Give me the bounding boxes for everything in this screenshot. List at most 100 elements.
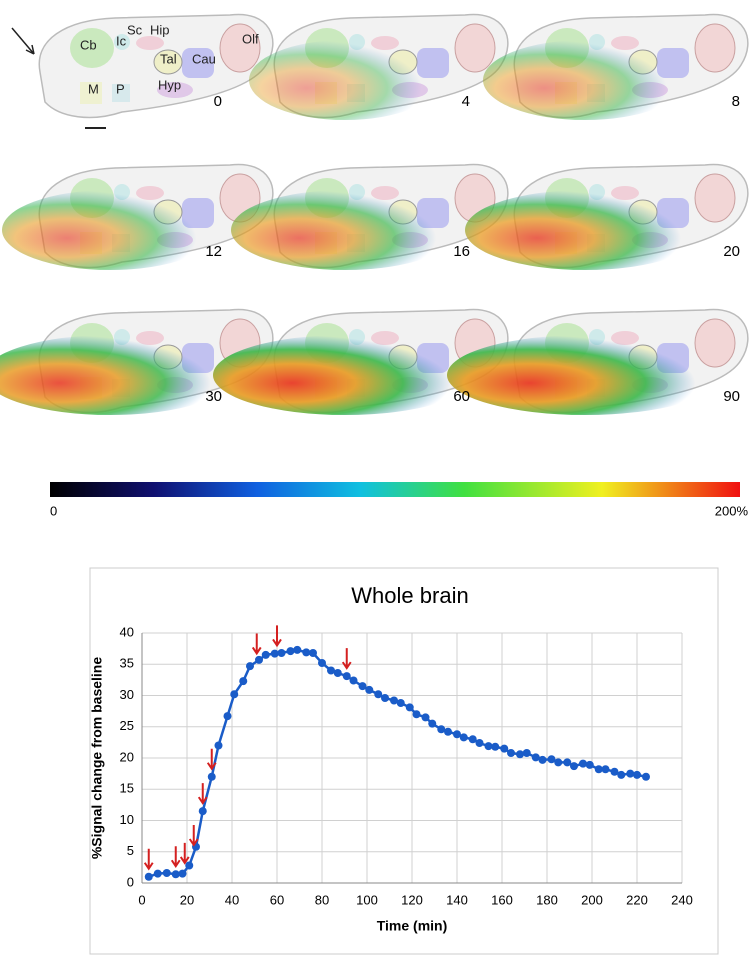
- activity-overlay: [249, 40, 441, 120]
- data-point: [617, 771, 625, 779]
- data-point: [579, 760, 587, 768]
- data-point: [255, 656, 263, 664]
- data-point: [365, 686, 373, 694]
- data-point: [491, 743, 499, 751]
- time-label: 0: [214, 93, 222, 110]
- data-point: [422, 713, 430, 721]
- x-tick-label: 100: [356, 892, 378, 907]
- data-point: [145, 873, 153, 881]
- data-point: [570, 762, 578, 770]
- y-tick-label: 5: [127, 843, 134, 858]
- data-point: [444, 728, 452, 736]
- data-point: [406, 703, 414, 711]
- data-point: [374, 690, 382, 698]
- time-label: 60: [453, 388, 470, 405]
- region-label: Cb: [80, 37, 97, 52]
- data-point: [602, 765, 610, 773]
- data-point: [343, 672, 351, 680]
- data-point: [318, 659, 326, 667]
- pointer-arrow: [12, 28, 34, 54]
- data-point: [397, 699, 405, 707]
- region-label: Sc: [127, 22, 143, 37]
- region-label: P: [116, 81, 125, 96]
- data-point: [428, 720, 436, 728]
- colorbar: [50, 482, 740, 497]
- x-tick-label: 220: [626, 892, 648, 907]
- data-point: [215, 742, 223, 750]
- data-point: [359, 682, 367, 690]
- x-tick-label: 20: [180, 892, 194, 907]
- activity-overlay: [447, 335, 723, 415]
- y-tick-label: 30: [120, 687, 134, 702]
- activity-overlay: [213, 335, 477, 415]
- data-point: [626, 770, 634, 778]
- x-axis-label: Time (min): [377, 918, 448, 934]
- activity-overlay: [231, 190, 459, 270]
- data-point: [633, 771, 641, 779]
- region-label: Ic: [116, 33, 127, 48]
- brain-panels: [0, 14, 748, 415]
- activity-overlay: [2, 190, 218, 270]
- data-point: [500, 745, 508, 753]
- data-point: [334, 669, 342, 677]
- data-point: [642, 773, 650, 781]
- x-tick-label: 120: [401, 892, 423, 907]
- time-label: 16: [453, 243, 470, 260]
- data-point: [460, 733, 468, 741]
- data-point: [586, 761, 594, 769]
- region-label: Cau: [192, 51, 216, 66]
- time-label: 8: [732, 93, 740, 110]
- brain-panel: [465, 164, 748, 270]
- y-tick-label: 25: [120, 718, 134, 733]
- y-tick-label: 35: [120, 656, 134, 671]
- data-point: [154, 870, 162, 878]
- data-point: [287, 647, 295, 655]
- data-point: [539, 756, 547, 764]
- data-point: [163, 869, 171, 877]
- data-point: [278, 649, 286, 657]
- data-point: [179, 870, 187, 878]
- brain-panel: [2, 164, 273, 270]
- data-point: [554, 758, 562, 766]
- x-tick-label: 60: [270, 892, 284, 907]
- x-tick-label: 0: [138, 892, 145, 907]
- data-point: [469, 735, 477, 743]
- data-point: [350, 677, 358, 685]
- y-tick-label: 10: [120, 812, 134, 827]
- colorbar-max-label: 200%: [715, 503, 749, 518]
- data-point: [230, 690, 238, 698]
- data-point: [262, 651, 270, 659]
- brain-panel: [483, 14, 748, 120]
- colorbar-min-label: 0: [50, 503, 57, 518]
- data-point: [185, 862, 193, 870]
- x-tick-label: 140: [446, 892, 468, 907]
- data-point: [293, 646, 301, 654]
- time-label: 30: [205, 388, 222, 405]
- time-label: 90: [723, 388, 740, 405]
- data-point: [516, 750, 524, 758]
- data-point: [224, 712, 232, 720]
- data-point: [309, 649, 317, 657]
- x-tick-label: 80: [315, 892, 329, 907]
- figure: Cb Ic Sc Hip Olf Tal Cau M P Hyp 0 200% …: [0, 0, 751, 956]
- y-tick-label: 40: [120, 624, 134, 639]
- data-point: [199, 807, 207, 815]
- x-tick-label: 240: [671, 892, 693, 907]
- region-label: M: [88, 81, 99, 96]
- chart-title: Whole brain: [351, 583, 468, 608]
- y-axis-label: %Signal change from baseline: [89, 657, 105, 859]
- data-point: [381, 694, 389, 702]
- data-point: [239, 677, 247, 685]
- x-tick-label: 40: [225, 892, 239, 907]
- time-label: 12: [205, 243, 222, 260]
- data-point: [476, 739, 484, 747]
- y-tick-label: 20: [120, 749, 134, 764]
- data-point: [413, 710, 421, 718]
- activity-overlay: [465, 190, 705, 270]
- activity-overlay: [483, 40, 687, 120]
- x-tick-label: 200: [581, 892, 603, 907]
- time-label: 4: [462, 93, 470, 110]
- x-tick-label: 160: [491, 892, 513, 907]
- data-point: [523, 749, 531, 757]
- data-point: [507, 749, 515, 757]
